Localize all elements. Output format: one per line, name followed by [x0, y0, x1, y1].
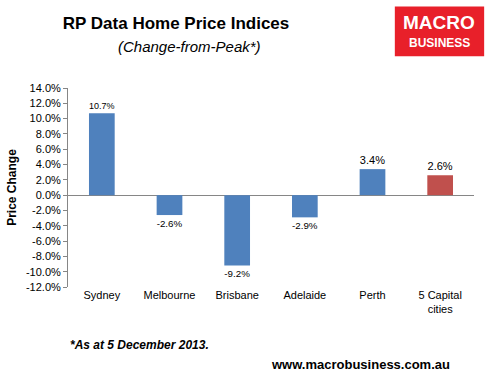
svg-text:-2.6%: -2.6% [157, 218, 183, 229]
svg-text:(Change-from-Peak*): (Change-from-Peak*) [118, 38, 261, 55]
svg-text:Price Change: Price Change [5, 149, 19, 226]
svg-text:Melbourne: Melbourne [144, 289, 196, 301]
svg-text:-9.2%: -9.2% [224, 268, 250, 279]
svg-text:5 Capitalcities: 5 Capitalcities [418, 289, 461, 315]
svg-text:Adelaide: Adelaide [283, 289, 326, 301]
svg-text:10.7%: 10.7% [89, 101, 115, 111]
svg-text:www.macrobusiness.com.au: www.macrobusiness.com.au [271, 357, 450, 372]
svg-text:-10.0%: -10.0% [26, 266, 61, 278]
svg-text:4.0%: 4.0% [36, 158, 61, 170]
svg-text:-4.0%: -4.0% [32, 220, 61, 232]
svg-text:8.0%: 8.0% [36, 128, 61, 140]
svg-text:2.0%: 2.0% [36, 174, 61, 186]
svg-text:2.6%: 2.6% [428, 160, 453, 172]
svg-text:-2.0%: -2.0% [32, 204, 61, 216]
svg-text:14.0%: 14.0% [30, 82, 61, 94]
svg-text:Perth: Perth [359, 289, 385, 301]
svg-text:3.4%: 3.4% [360, 154, 385, 166]
svg-text:RP Data Home Price Indices: RP Data Home Price Indices [63, 14, 289, 33]
svg-text:Brisbane: Brisbane [215, 289, 258, 301]
svg-text:MACRO: MACRO [403, 12, 475, 33]
svg-text:12.0%: 12.0% [30, 97, 61, 109]
svg-text:6.0%: 6.0% [36, 143, 61, 155]
svg-text:-12.0%: -12.0% [26, 281, 61, 293]
svg-text:Sydney: Sydney [83, 289, 120, 301]
svg-text:-2.9%: -2.9% [292, 220, 318, 231]
svg-text:*As at 5 December 2013.: *As at 5 December 2013. [70, 338, 209, 352]
svg-text:-6.0%: -6.0% [32, 235, 61, 247]
svg-text:BUSINESS: BUSINESS [409, 36, 470, 50]
svg-text:-8.0%: -8.0% [32, 250, 61, 262]
svg-text:0.0%: 0.0% [36, 189, 61, 201]
svg-text:10.0%: 10.0% [30, 112, 61, 124]
